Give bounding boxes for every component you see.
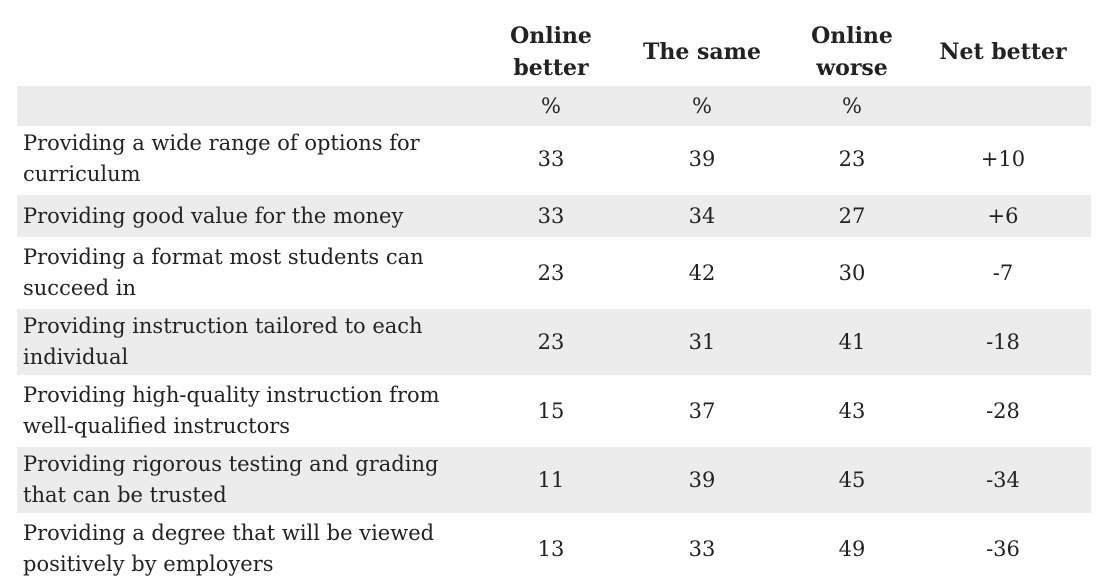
row-label: Providing rigorous testing and grading th… (17, 449, 485, 511)
table-row: Providing high-quality instruction from w… (17, 378, 1091, 444)
cell-the-same: 33 (688, 537, 716, 561)
row-label-line: succeed in (23, 276, 137, 300)
header-net-better-line1: Net better (939, 39, 1067, 65)
cell-online-better: 23 (537, 330, 565, 354)
unit-online-better: % (541, 94, 561, 118)
cell-online-better: 13 (537, 537, 565, 561)
header-online-better-line1: Online (510, 23, 592, 49)
cell-online-better: 23 (537, 261, 565, 285)
table-body: Providing a wide range of options for cur… (17, 126, 1091, 582)
cell-online-worse: 45 (838, 468, 866, 492)
table-row: Providing good value for the money 33 34 27… (17, 195, 1091, 237)
table-row: Providing rigorous testing and grading th… (17, 447, 1091, 513)
header-the-same-line1: The same (643, 39, 761, 65)
header-online-worse-line2: worse (816, 55, 888, 81)
row-label-line: Providing a wide range of options for (23, 131, 420, 155)
header-net-better: Net better (917, 36, 1089, 68)
cell-net-better: -7 (992, 261, 1014, 285)
cell-online-better: 15 (537, 399, 565, 423)
cell-online-worse: 30 (838, 261, 866, 285)
row-label: Providing a degree that will be viewed po… (17, 518, 485, 580)
cell-online-better: 33 (537, 147, 565, 171)
row-label: Providing a wide range of options for cur… (17, 128, 485, 190)
header-the-same: The same (617, 36, 787, 68)
row-label: Providing good value for the money (17, 201, 485, 232)
row-label-line: well-qualified instructors (23, 414, 291, 438)
header-online-better-line2: better (513, 55, 589, 81)
cell-net-better: -36 (986, 537, 1020, 561)
row-label-line: Providing high-quality instruction from (23, 383, 440, 407)
row-label-line: Providing a degree that will be viewed (23, 521, 435, 545)
cell-online-worse: 41 (838, 330, 866, 354)
row-label-line: individual (23, 345, 129, 369)
cell-the-same: 31 (688, 330, 716, 354)
row-label-line: Providing a format most students can (23, 245, 424, 269)
row-label: Providing instruction tailored to each in… (17, 311, 485, 373)
cell-online-worse: 43 (838, 399, 866, 423)
cell-the-same: 39 (688, 468, 716, 492)
cell-online-better: 33 (537, 204, 565, 228)
header-online-worse-line1: Online (811, 23, 893, 49)
table-row: Providing a wide range of options for cur… (17, 126, 1091, 192)
cell-net-better: +6 (987, 204, 1019, 228)
unit-row: % % % (17, 86, 1091, 126)
row-label-line: Providing rigorous testing and grading (23, 452, 439, 476)
header-online-better: Online better (485, 20, 617, 84)
table-row: Providing instruction tailored to each in… (17, 309, 1091, 375)
cell-the-same: 34 (688, 204, 716, 228)
unit-online-worse: % (842, 94, 862, 118)
row-label-line: curriculum (23, 162, 141, 186)
row-label: Providing a format most students can succ… (17, 242, 485, 304)
cell-online-worse: 49 (838, 537, 866, 561)
cell-the-same: 37 (688, 399, 716, 423)
cell-the-same: 42 (688, 261, 716, 285)
cell-online-worse: 27 (838, 204, 866, 228)
cell-online-better: 11 (537, 468, 565, 492)
unit-the-same: % (692, 94, 712, 118)
header-online-worse: Online worse (787, 20, 917, 84)
cell-net-better: -18 (986, 330, 1020, 354)
row-label-line: Providing instruction tailored to each (23, 314, 423, 338)
cell-net-better: -28 (986, 399, 1020, 423)
table-row: Providing a degree that will be viewed po… (17, 516, 1091, 582)
row-label-line: positively by employers (23, 552, 274, 576)
survey-table: Online better The same Online worse Net … (17, 18, 1091, 582)
cell-net-better: -34 (986, 468, 1020, 492)
table-header: Online better The same Online worse Net … (17, 18, 1091, 86)
row-label-line: Providing good value for the money (23, 203, 404, 228)
table-row: Providing a format most students can succ… (17, 240, 1091, 306)
row-label-line: that can be trusted (23, 483, 227, 507)
row-label: Providing high-quality instruction from w… (17, 380, 485, 442)
cell-net-better: +10 (980, 147, 1026, 171)
cell-the-same: 39 (688, 147, 716, 171)
cell-online-worse: 23 (838, 147, 866, 171)
